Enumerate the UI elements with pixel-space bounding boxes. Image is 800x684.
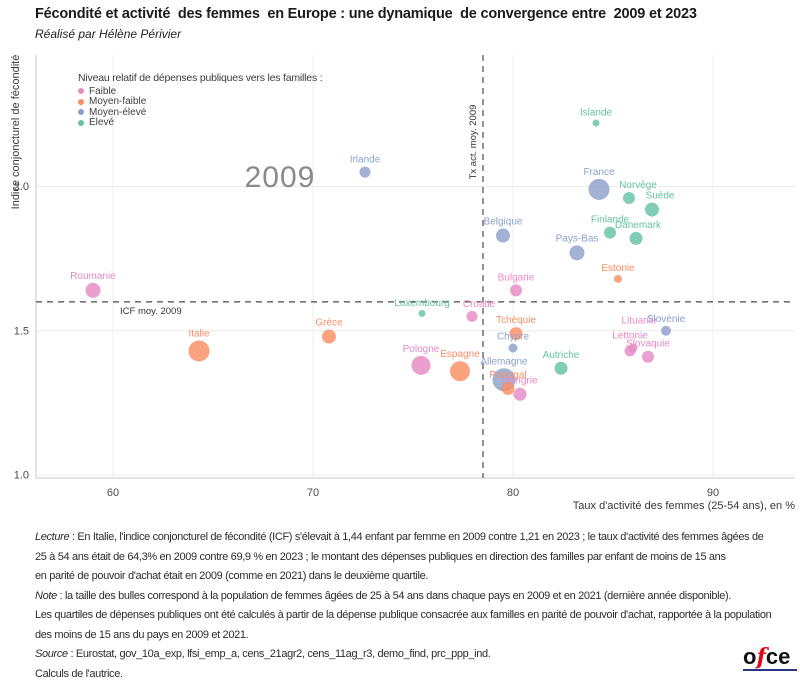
country-label-Tchéquie: Tchéquie: [496, 315, 536, 326]
bubble-Espagne: [450, 361, 470, 381]
legend-swatch-icon: [78, 109, 84, 115]
ofce-logo-text: ofce: [743, 646, 797, 668]
bubble-Italie: [189, 340, 210, 361]
country-label-Bulgarie: Bulgarie: [498, 272, 535, 283]
bubble-Estonie: [614, 275, 622, 283]
bubble-Roumanie: [86, 283, 101, 298]
page-title: Fécondité et activité des femmes en Euro…: [35, 6, 697, 22]
country-label-Suède: Suède: [646, 191, 675, 202]
page-subtitle: Réalisé par Hélène Périvier: [35, 27, 181, 41]
x-axis-title: Taux d'activité des femmes (25-54 ans), …: [573, 500, 795, 512]
ofce-logo: ofce: [743, 646, 797, 671]
country-label-Roumanie: Roumanie: [70, 271, 116, 282]
country-label-Pologne: Pologne: [403, 344, 440, 355]
footnote-line: en parité de pouvoir d'achat était en 20…: [35, 567, 800, 587]
icf-mean-label: ICF moy. 2009: [120, 306, 182, 317]
bubble-Luxembourg: [419, 310, 426, 317]
legend-item-label: Moyen-faible: [89, 96, 146, 107]
footnote-lead: Source: [35, 648, 68, 660]
country-label-Slovénie: Slovénie: [647, 314, 686, 325]
country-label-Estonie: Estonie: [601, 263, 635, 274]
bubble-France: [589, 179, 610, 200]
country-label-Danemark: Danemark: [615, 220, 662, 231]
country-label-France: France: [583, 167, 615, 178]
bubble-Hongrie: [514, 388, 527, 401]
bubble-Islande: [593, 120, 600, 127]
x-tick-70: 70: [307, 487, 319, 499]
logo-part-f: f: [756, 644, 765, 670]
country-label-Espagne: Espagne: [440, 349, 480, 360]
y-tick-1.0: 1.0: [14, 470, 29, 482]
legend-item-moyen_eleve: Moyen-élevé: [78, 107, 322, 118]
logo-part-o: o: [743, 644, 756, 669]
footnote-line: Note : la taille des bulles correspond à…: [35, 587, 800, 607]
bubble-Grèce: [322, 330, 336, 344]
legend-item-eleve: Élevé: [78, 118, 322, 129]
footnote-line: Les quartiles de dépenses publiques ont …: [35, 606, 800, 626]
footnote-line: des moins de 15 ans du pays en 2009 et 2…: [35, 626, 800, 646]
y-axis-title: Indice conjoncturel de fécondité: [10, 55, 22, 210]
year-watermark: 2009: [245, 161, 316, 194]
chart-legend: Niveau relatif de dépenses publiques ver…: [78, 72, 322, 128]
legend-swatch-icon: [78, 88, 84, 94]
bubble-Suède: [645, 203, 659, 217]
bubble-Pologne: [412, 356, 431, 375]
country-label-Grèce: Grèce: [315, 318, 343, 329]
country-label-Luxembourg: Luxembourg: [394, 298, 450, 309]
country-label-Irlande: Irlande: [350, 155, 381, 166]
country-label-Chypre: Chypre: [497, 332, 530, 343]
country-label-Pays-Bas: Pays-Bas: [556, 233, 599, 244]
country-label-Autriche: Autriche: [543, 350, 580, 361]
country-label-Islande: Islande: [580, 108, 613, 119]
country-label-Slovaquie: Slovaquie: [626, 339, 670, 350]
bubble-Autriche: [555, 362, 568, 375]
footnote-lead: Note: [35, 590, 57, 602]
x-tick-90: 90: [707, 487, 719, 499]
country-label-Croatie: Croatie: [463, 299, 496, 310]
country-label-Hongrie: Hongrie: [502, 376, 537, 387]
country-label-Belgique: Belgique: [484, 217, 523, 228]
logo-part-ce: ce: [766, 644, 790, 669]
bubble-Irlande: [360, 167, 371, 178]
country-label-Norvège: Norvège: [619, 180, 657, 191]
x-tick-60: 60: [107, 487, 119, 499]
footnote-lead: Lecture: [35, 531, 69, 543]
legend-item-label: Élevé: [89, 117, 114, 128]
legend-item-faible: Faible: [78, 86, 322, 97]
bubble-Belgique: [496, 229, 510, 243]
legend-swatch-icon: [78, 120, 84, 126]
footnote-line: Source : Eurostat, gov_10a_exp, lfsi_emp…: [35, 645, 800, 665]
country-label-Italie: Italie: [188, 328, 210, 339]
legend-item-moyen_faible: Moyen-faible: [78, 97, 322, 108]
y-tick-1.5: 1.5: [14, 325, 29, 337]
footnote-line: Lecture : En Italie, l'indice conjonctur…: [35, 528, 800, 548]
country-label-Allemagne: Allemagne: [480, 356, 528, 367]
logo-underline: [743, 669, 797, 671]
bubble-Pays-Bas: [570, 245, 585, 260]
legend-swatch-icon: [78, 99, 84, 105]
bubble-Slovaquie: [642, 351, 654, 363]
footnote-line: 25 à 54 ans était de 64,3% en 2009 contr…: [35, 548, 800, 568]
footnote-line: Calculs de l'autrice.: [35, 665, 800, 684]
bubble-Chypre: [509, 344, 518, 353]
bubble-Danemark: [630, 232, 643, 245]
legend-item-label: Faible: [89, 86, 116, 97]
footnotes: Lecture : En Italie, l'indice conjonctur…: [35, 528, 800, 684]
activity-mean-label: Tx act. moy. 2009: [468, 105, 479, 180]
bubble-Norvège: [623, 192, 635, 204]
x-tick-80: 80: [507, 487, 519, 499]
bubble-Croatie: [467, 311, 478, 322]
legend-title: Niveau relatif de dépenses publiques ver…: [78, 72, 322, 84]
bubble-Bulgarie: [510, 284, 522, 296]
bubble-Slovénie: [661, 326, 671, 336]
